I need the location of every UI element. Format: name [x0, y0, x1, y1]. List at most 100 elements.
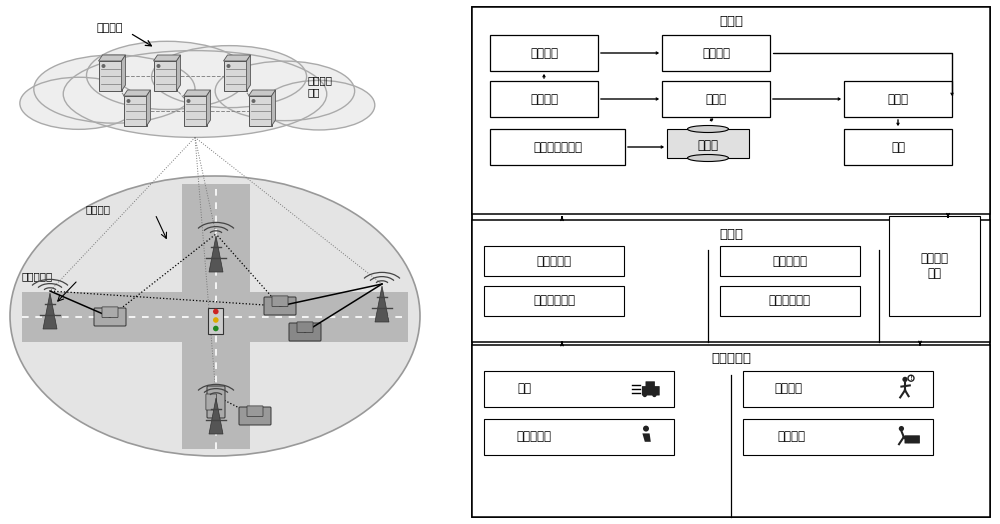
Ellipse shape	[152, 46, 307, 107]
Polygon shape	[272, 90, 276, 126]
Circle shape	[902, 377, 908, 382]
Text: 最优解: 最优解	[888, 93, 908, 105]
FancyBboxPatch shape	[272, 296, 288, 307]
Text: 车速: 车速	[517, 383, 531, 396]
Bar	[844, 129, 952, 165]
Polygon shape	[124, 90, 150, 96]
Text: 传输层: 传输层	[719, 227, 743, 241]
Text: 前端链路: 前端链路	[85, 204, 110, 214]
Circle shape	[186, 99, 190, 103]
Text: 多基站关联: 多基站关联	[772, 255, 807, 267]
Ellipse shape	[687, 126, 728, 133]
Bar	[490, 129, 625, 165]
Polygon shape	[146, 90, 150, 126]
Circle shape	[213, 317, 219, 323]
Text: 单基站关联: 单基站关联	[536, 255, 572, 267]
Polygon shape	[99, 55, 126, 61]
Bar	[484, 419, 674, 455]
Circle shape	[213, 326, 219, 331]
FancyBboxPatch shape	[289, 323, 321, 341]
Text: !: !	[910, 375, 912, 381]
Circle shape	[213, 309, 219, 314]
Text: 驾驶员状态: 驾驶员状态	[516, 431, 552, 443]
Text: 应用层: 应用层	[719, 15, 743, 27]
Bar	[743, 419, 933, 455]
Circle shape	[156, 64, 160, 68]
Bar	[743, 371, 933, 407]
FancyBboxPatch shape	[264, 297, 296, 315]
Text: 无线接入点: 无线接入点	[22, 271, 53, 281]
Text: 边缘云服
务器: 边缘云服 务器	[308, 75, 333, 97]
Polygon shape	[209, 236, 223, 272]
Circle shape	[899, 426, 904, 431]
Text: 减速慢行: 减速慢行	[774, 383, 802, 396]
Text: 数字孪生: 数字孪生	[97, 23, 123, 33]
Bar	[662, 35, 770, 71]
Circle shape	[102, 64, 106, 68]
Circle shape	[643, 393, 647, 397]
Polygon shape	[154, 55, 180, 61]
FancyBboxPatch shape	[646, 381, 655, 387]
Ellipse shape	[63, 51, 327, 137]
Bar	[472, 345, 990, 517]
Text: 数据清洗和融合: 数据清洗和融合	[533, 140, 582, 154]
Bar	[124, 96, 146, 126]
Polygon shape	[209, 398, 223, 434]
Polygon shape	[248, 90, 276, 96]
Polygon shape	[43, 293, 57, 329]
Bar	[720, 286, 860, 316]
Ellipse shape	[10, 176, 420, 456]
Text: 功能模块休眠: 功能模块休眠	[533, 294, 575, 308]
FancyBboxPatch shape	[297, 322, 313, 333]
Bar	[844, 81, 952, 117]
FancyBboxPatch shape	[94, 308, 126, 326]
Polygon shape	[22, 292, 408, 342]
Circle shape	[226, 64, 230, 68]
Polygon shape	[182, 184, 250, 449]
FancyBboxPatch shape	[207, 386, 225, 418]
Text: 决策: 决策	[891, 140, 905, 154]
Polygon shape	[247, 55, 251, 91]
FancyBboxPatch shape	[904, 435, 920, 443]
Circle shape	[652, 393, 657, 397]
Bar	[208, 308, 223, 334]
Ellipse shape	[86, 41, 248, 110]
Bar	[667, 129, 749, 158]
Text: 数据挖掘: 数据挖掘	[530, 93, 558, 105]
Bar	[484, 371, 674, 407]
Text: 预测分析: 预测分析	[702, 47, 730, 60]
Polygon shape	[176, 55, 180, 91]
Circle shape	[126, 99, 130, 103]
Bar	[472, 7, 990, 214]
FancyBboxPatch shape	[102, 307, 118, 318]
Polygon shape	[122, 55, 126, 91]
Circle shape	[252, 99, 256, 103]
Ellipse shape	[263, 80, 375, 130]
Text: 传输功率
分配: 传输功率 分配	[920, 252, 948, 280]
Text: 功能模块休眠: 功能模块休眠	[769, 294, 811, 308]
FancyBboxPatch shape	[206, 394, 216, 410]
Polygon shape	[207, 90, 210, 126]
Ellipse shape	[34, 55, 195, 123]
Ellipse shape	[215, 61, 355, 121]
Circle shape	[643, 425, 649, 432]
Bar	[490, 81, 598, 117]
FancyBboxPatch shape	[247, 406, 263, 417]
Text: 车辆传感层: 车辆传感层	[711, 353, 751, 366]
Text: 躲避行人: 躲避行人	[777, 431, 805, 443]
Bar	[99, 61, 122, 91]
Bar	[472, 220, 990, 342]
Bar	[889, 216, 980, 316]
Bar	[154, 61, 176, 91]
Ellipse shape	[20, 77, 138, 129]
Bar	[184, 96, 207, 126]
Bar	[662, 81, 770, 117]
Polygon shape	[184, 90, 210, 96]
Bar	[248, 96, 272, 126]
Bar	[484, 286, 624, 316]
Text: 数据库: 数据库	[697, 138, 718, 151]
Ellipse shape	[687, 155, 728, 161]
Polygon shape	[224, 55, 251, 61]
FancyBboxPatch shape	[239, 407, 271, 425]
Bar	[472, 7, 990, 517]
